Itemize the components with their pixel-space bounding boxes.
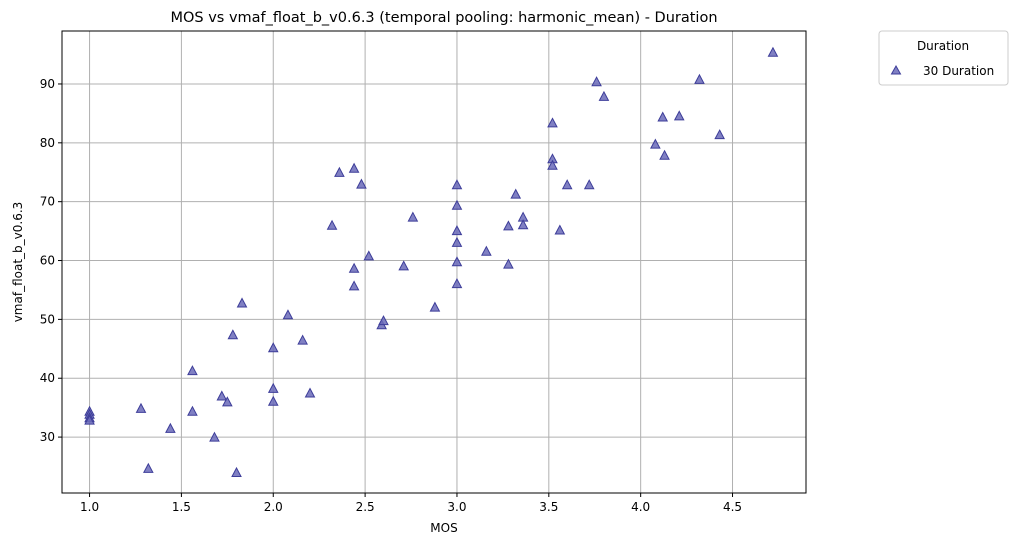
- legend-box: [878, 30, 1009, 86]
- data-point: [451, 225, 463, 236]
- data-point: [267, 342, 279, 353]
- data-point: [398, 260, 410, 271]
- y-axis-title: vmaf_float_b_v0.6.3: [11, 202, 25, 323]
- data-point: [143, 462, 154, 473]
- data-point: [767, 46, 779, 57]
- x-tick-label: 1.0: [80, 500, 99, 514]
- data-point: [451, 179, 463, 190]
- data-point: [554, 224, 566, 235]
- x-tick-label: 2.5: [356, 500, 375, 514]
- y-tick-label: 40: [40, 371, 55, 385]
- data-point: [282, 309, 294, 320]
- data-point: [297, 334, 308, 345]
- data-point: [216, 390, 228, 401]
- data-point: [165, 422, 176, 433]
- data-point: [135, 402, 147, 413]
- data-point: [267, 395, 279, 406]
- x-tick-label: 4.0: [631, 500, 650, 514]
- data-point: [187, 365, 198, 376]
- data-point: [561, 179, 573, 190]
- data-point: [326, 219, 338, 230]
- legend: Duration 30 Duration: [878, 30, 1009, 86]
- legend-title: Duration: [917, 39, 969, 53]
- x-axis: 1.0 1.5 2.0 2.5 3.0 3.5 4.0 4.5: [80, 493, 742, 514]
- data-point: [451, 256, 463, 267]
- data-point: [547, 159, 558, 170]
- x-tick-label: 2.0: [264, 500, 283, 514]
- chart-title: MOS vs vmaf_float_b_v0.6.3 (temporal poo…: [170, 10, 717, 26]
- data-point: [407, 211, 419, 222]
- y-tick-label: 70: [40, 195, 55, 209]
- data-point: [451, 199, 463, 210]
- data-point: [429, 301, 441, 312]
- data-point: [209, 431, 220, 442]
- x-tick-label: 4.5: [723, 500, 742, 514]
- y-tick-label: 50: [40, 312, 55, 326]
- data-point: [267, 382, 279, 393]
- data-point: [598, 90, 610, 101]
- data-point: [591, 76, 602, 87]
- data-point: [222, 396, 233, 407]
- data-point: [356, 178, 367, 189]
- data-point: [378, 315, 389, 326]
- y-tick-label: 90: [40, 77, 55, 91]
- data-point: [673, 110, 685, 121]
- data-point: [231, 466, 242, 477]
- data-point: [503, 220, 514, 231]
- x-tick-label: 1.5: [172, 500, 191, 514]
- data-point: [481, 245, 492, 256]
- data-point: [451, 236, 463, 247]
- data-point: [451, 278, 463, 289]
- data-point: [348, 280, 360, 291]
- data-points: [84, 46, 779, 477]
- data-point: [583, 179, 595, 190]
- plot-frame: [61, 30, 807, 494]
- data-point: [510, 188, 522, 199]
- data-point: [503, 258, 514, 269]
- data-point: [187, 405, 198, 416]
- data-point: [657, 111, 669, 122]
- data-point: [348, 162, 360, 173]
- x-tick-label: 3.5: [539, 500, 558, 514]
- data-point: [650, 138, 661, 149]
- data-point: [334, 166, 345, 177]
- legend-marker-triangle: [890, 64, 902, 75]
- data-point: [304, 387, 316, 398]
- x-tick-label: 3.0: [447, 500, 466, 514]
- data-point: [694, 73, 705, 84]
- data-point: [714, 129, 725, 140]
- data-point: [659, 149, 670, 160]
- y-axis: 30 40 50 60 70 80 90: [40, 77, 62, 444]
- data-point: [236, 297, 248, 308]
- data-point: [547, 117, 558, 128]
- data-point: [348, 262, 360, 273]
- y-tick-label: 60: [40, 254, 55, 268]
- x-axis-title: MOS: [430, 521, 457, 535]
- y-tick-label: 80: [40, 136, 55, 150]
- data-point: [517, 219, 529, 230]
- data-point: [84, 414, 95, 425]
- y-tick-label: 30: [40, 430, 55, 444]
- legend-label: 30 Duration: [923, 64, 994, 78]
- data-point: [363, 250, 375, 261]
- data-point: [227, 329, 239, 340]
